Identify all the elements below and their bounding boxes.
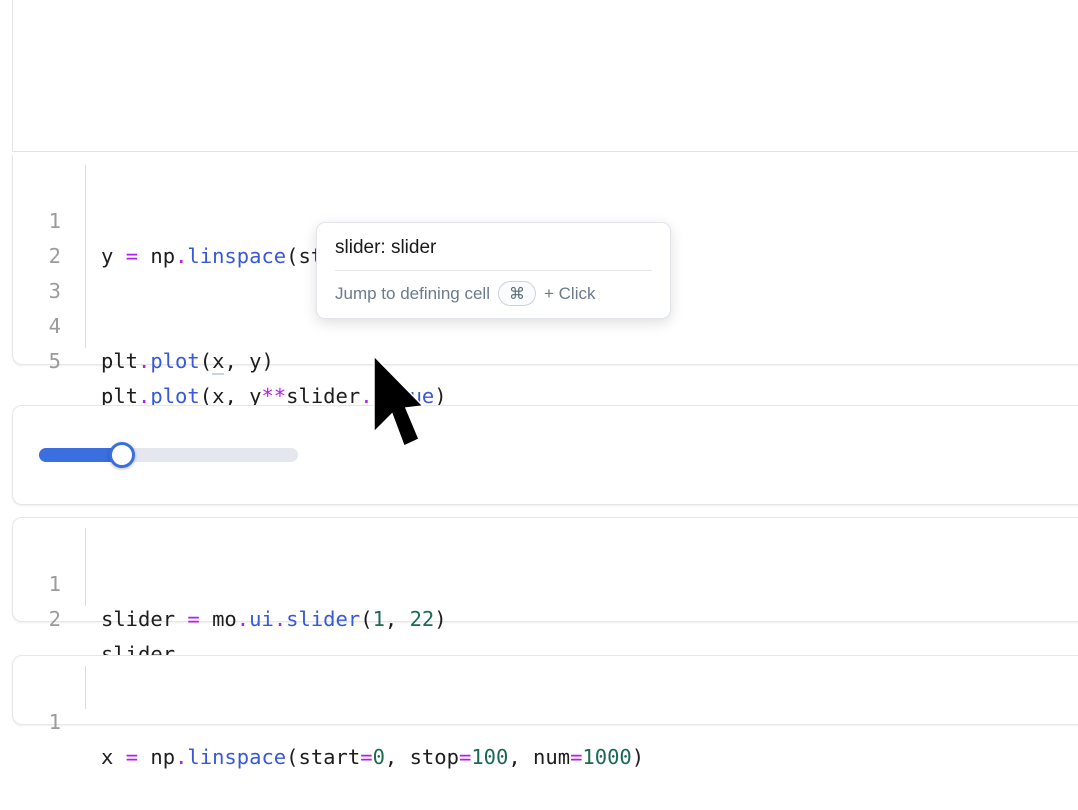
tooltip-hint-suffix: + Click <box>543 283 596 303</box>
code-editor-x[interactable]: 1 x = np.linspace(start=0, stop=100, num… <box>13 656 1078 769</box>
code-line-tokens: slider = mo.ui.slider(1, 22) <box>101 602 447 637</box>
code-token: 100 <box>471 745 509 769</box>
code-token: linspace <box>187 745 287 769</box>
code-line-tokens: plt.plot(x, y) <box>101 344 274 379</box>
code-token: = <box>187 607 200 631</box>
code-token: x <box>212 384 225 410</box>
tooltip-hint-prefix: Jump to defining cell <box>335 283 490 303</box>
matplotlib-figure: 0.0 0 20 40 60 <box>13 0 1078 151</box>
slider-output-cell <box>12 405 1078 505</box>
gutter-divider <box>85 666 86 709</box>
code-editor-slider[interactable]: 1 slider = mo.ui.slider(1, 22) 2 slider <box>13 518 1078 666</box>
code-line[interactable]: 4 plt.plot(x, y) <box>13 274 1078 375</box>
code-token: = <box>570 745 583 769</box>
code-token: ( <box>199 349 213 373</box>
slider-thumb[interactable] <box>108 442 135 468</box>
command-key-badge: ⌘ <box>497 281 536 306</box>
code-cell-slider[interactable]: 1 slider = mo.ui.slider(1, 22) 2 slider <box>12 517 1078 666</box>
code-token: , stop <box>384 745 459 769</box>
code-token: plt <box>101 384 139 408</box>
code-line[interactable]: 2 <box>13 204 1078 268</box>
code-token: ( <box>360 607 373 631</box>
line-number: 1 <box>48 572 61 596</box>
code-token: . <box>138 349 151 373</box>
code-line[interactable]: 3 <box>13 239 1078 303</box>
code-token: slider <box>101 607 188 631</box>
code-token: = <box>360 745 373 769</box>
line-number: 1 <box>48 710 61 734</box>
line-number: 2 <box>48 244 61 268</box>
tooltip-title: slider: slider <box>335 237 437 258</box>
code-token: ui <box>249 607 274 631</box>
code-line[interactable]: 1 x = np.linspace(start=0, stop=100, num… <box>13 670 1078 769</box>
code-token: , <box>384 607 410 631</box>
code-token: , num <box>508 745 571 769</box>
code-token: slider <box>286 607 361 631</box>
code-token: plot <box>150 349 200 373</box>
code-token: . <box>175 244 188 268</box>
code-token: x <box>101 745 126 769</box>
code-token: , y) <box>224 349 274 373</box>
code-token: = <box>125 745 139 769</box>
code-line[interactable]: 1 slider = mo.ui.slider(1, 22) <box>13 532 1078 631</box>
code-token: ) <box>631 745 645 769</box>
gutter-divider <box>85 165 86 348</box>
code-token: ** <box>261 384 287 408</box>
code-token: 22 <box>409 607 435 631</box>
code-line[interactable]: 1 y = np.linspace(start=0, stop=100, num… <box>13 169 1078 268</box>
code-token: = <box>125 244 139 268</box>
code-token: ( <box>199 384 213 408</box>
line-number: 1 <box>48 209 61 233</box>
code-token: linspace <box>187 244 287 268</box>
code-token: slider <box>286 384 361 411</box>
code-token: ) <box>434 384 447 408</box>
slider-fill <box>39 448 122 462</box>
code-token: . <box>360 384 373 408</box>
code-token: 1 <box>372 607 385 631</box>
plot-svg: 0.0 0 20 40 60 <box>13 0 1078 152</box>
symbol-tooltip: slider: slider Jump to defining cell ⌘ +… <box>316 222 671 319</box>
code-token: np <box>138 745 176 769</box>
line-number: 3 <box>48 279 61 303</box>
code-token: . <box>138 384 151 408</box>
code-token: ) <box>434 607 447 631</box>
code-token: mo <box>199 607 237 631</box>
slider-container[interactable] <box>39 406 298 504</box>
code-token: . <box>175 745 188 769</box>
code-token: . <box>236 607 250 631</box>
code-token: y <box>101 244 126 268</box>
plot-output-cell: 0.0 0 20 40 60 <box>12 0 1078 152</box>
range-slider[interactable] <box>39 442 298 468</box>
code-line-tokens: x = np.linspace(start=0, stop=100, num=1… <box>101 740 644 775</box>
code-token: 1000 <box>582 745 632 769</box>
code-token: (start <box>286 745 361 769</box>
code-token: = <box>458 745 472 769</box>
code-token: plt <box>101 349 139 373</box>
code-token: x <box>212 349 225 375</box>
gutter-divider <box>85 528 86 606</box>
code-line[interactable]: 2 slider <box>13 567 1078 666</box>
line-number: 2 <box>48 607 61 631</box>
code-token: plot <box>150 384 200 408</box>
code-cell-x[interactable]: 1 x = np.linspace(start=0, stop=100, num… <box>12 655 1078 769</box>
tooltip-hint: Jump to defining cell ⌘ + Click <box>335 281 652 306</box>
code-token: 0 <box>372 745 385 769</box>
code-token: np <box>138 244 176 268</box>
line-number: 5 <box>48 349 61 373</box>
code-token: . <box>273 607 287 631</box>
tooltip-divider <box>335 270 652 271</box>
line-number: 4 <box>48 314 61 338</box>
code-token: , y <box>224 384 262 408</box>
